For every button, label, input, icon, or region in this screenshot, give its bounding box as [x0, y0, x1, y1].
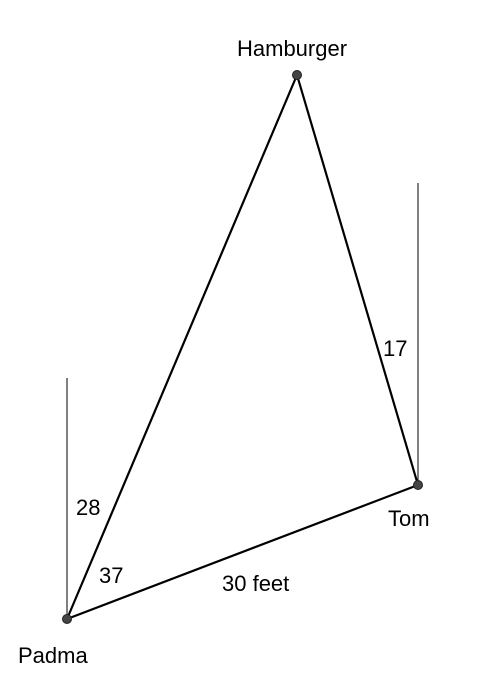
padma-point: [62, 614, 72, 624]
side-padma-tom: [66, 483, 419, 621]
hamburger-label: Hamburger: [237, 36, 347, 61]
angle-label-tom: 17: [383, 336, 407, 361]
angle-label-padma-upper: 28: [76, 495, 100, 520]
tom-label: Tom: [388, 506, 430, 531]
angle-label-padma-lower: 37: [99, 563, 123, 588]
hamburger-point: [292, 70, 302, 80]
tom-point: [413, 480, 423, 490]
side-padma-hamburger: [65, 74, 299, 620]
side-hamburger-tom: [295, 74, 420, 486]
distance-label-padma-tom: 30 feet: [222, 571, 289, 596]
padma-label: Padma: [18, 643, 88, 668]
